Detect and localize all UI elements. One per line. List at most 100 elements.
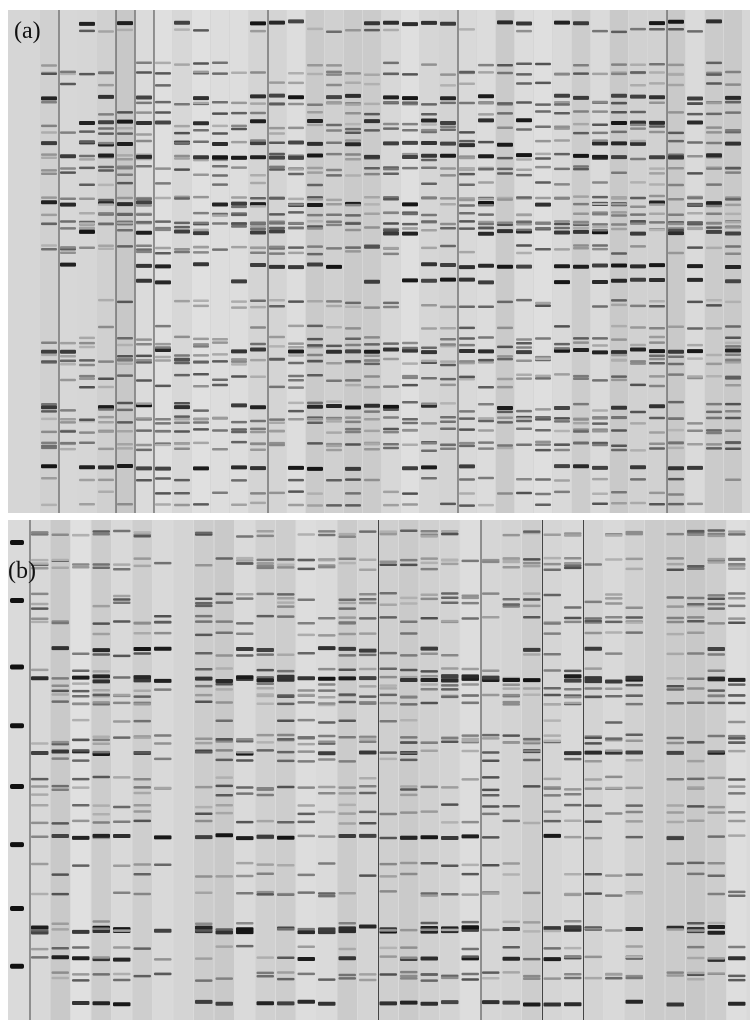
band xyxy=(554,101,570,104)
band xyxy=(326,73,342,76)
band xyxy=(564,920,582,923)
band xyxy=(626,836,644,839)
band xyxy=(605,534,623,537)
band xyxy=(93,622,111,625)
band xyxy=(459,251,475,254)
band xyxy=(174,132,190,135)
band xyxy=(288,168,304,171)
band xyxy=(668,252,684,255)
band xyxy=(269,222,285,225)
band xyxy=(155,325,171,328)
band xyxy=(298,835,316,838)
band xyxy=(687,429,703,432)
band xyxy=(136,221,152,224)
band xyxy=(339,633,357,636)
band xyxy=(60,379,76,382)
band xyxy=(478,198,494,201)
band xyxy=(154,632,172,635)
band xyxy=(318,758,336,761)
band xyxy=(728,778,746,781)
band xyxy=(630,384,646,387)
band xyxy=(503,946,521,949)
band xyxy=(383,127,399,130)
band xyxy=(544,694,562,697)
band xyxy=(359,792,377,795)
band xyxy=(503,603,521,606)
band xyxy=(421,279,437,283)
band xyxy=(706,102,722,105)
band xyxy=(117,447,133,450)
band xyxy=(605,737,623,740)
band xyxy=(98,386,114,389)
band xyxy=(231,503,247,506)
band xyxy=(630,205,646,208)
band xyxy=(668,355,684,358)
band xyxy=(307,402,323,405)
band xyxy=(554,406,570,410)
band xyxy=(155,503,171,506)
band xyxy=(79,386,95,389)
band xyxy=(277,1001,295,1005)
band xyxy=(345,406,361,410)
band xyxy=(725,441,741,444)
band xyxy=(380,758,398,761)
band xyxy=(592,248,608,251)
band xyxy=(298,719,316,722)
band xyxy=(31,893,49,896)
band xyxy=(573,422,589,425)
band xyxy=(113,702,131,705)
band xyxy=(155,477,171,480)
band xyxy=(626,621,644,624)
band xyxy=(364,280,380,284)
band xyxy=(193,196,209,199)
band xyxy=(277,653,295,656)
band xyxy=(630,127,646,130)
band xyxy=(706,327,722,330)
band xyxy=(359,530,377,533)
band xyxy=(136,200,152,204)
band xyxy=(79,227,95,230)
band xyxy=(535,181,551,184)
band xyxy=(482,694,500,697)
band xyxy=(383,342,399,345)
band xyxy=(134,622,152,625)
band xyxy=(345,467,361,471)
band xyxy=(318,811,336,814)
band xyxy=(113,563,131,566)
band xyxy=(478,349,494,353)
band xyxy=(136,361,152,364)
band xyxy=(626,568,644,571)
band xyxy=(687,375,703,378)
band xyxy=(326,224,342,227)
band xyxy=(41,360,57,363)
ladder-band xyxy=(10,540,24,545)
band xyxy=(269,81,285,84)
band xyxy=(421,928,439,931)
band xyxy=(136,479,152,482)
band xyxy=(462,873,480,876)
band xyxy=(79,431,95,434)
band xyxy=(52,834,70,838)
band xyxy=(134,810,152,813)
band xyxy=(706,205,722,208)
band xyxy=(117,402,133,405)
band xyxy=(364,375,380,378)
band xyxy=(117,355,133,358)
lane xyxy=(194,520,214,1020)
band xyxy=(497,411,513,414)
band xyxy=(98,465,114,469)
band xyxy=(535,166,551,169)
band xyxy=(554,73,570,76)
band xyxy=(459,504,475,507)
band xyxy=(98,95,114,99)
band xyxy=(402,466,418,470)
band xyxy=(421,304,437,307)
band xyxy=(440,96,456,100)
band xyxy=(421,442,437,445)
band xyxy=(668,373,684,376)
band xyxy=(728,785,746,788)
band xyxy=(52,873,70,876)
band xyxy=(564,557,582,560)
band xyxy=(250,343,266,346)
band xyxy=(554,280,570,284)
